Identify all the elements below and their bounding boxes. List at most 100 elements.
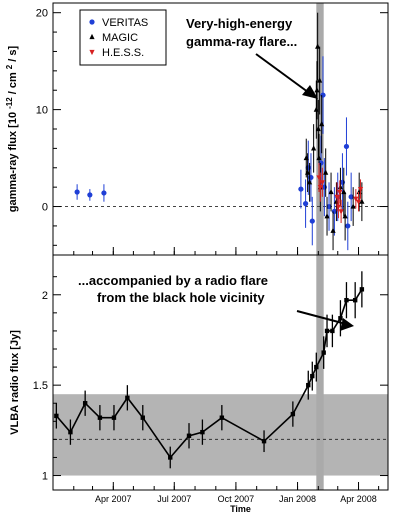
- magic-point-1: [305, 169, 311, 175]
- legend-hess-marker: [89, 49, 95, 56]
- magic-point-2: [307, 179, 313, 185]
- bottom-bands-group: [53, 255, 388, 490]
- top-flare-band-group: [316, 3, 324, 255]
- top-ylabel-base: gamma-ray flux [10: [7, 109, 19, 212]
- bottom-x-ticks-group: Apr 2007 Jul 2007 Oct 2007 Jan 2008 Apr 2008: [52, 482, 380, 504]
- magic-point-16: [333, 198, 340, 204]
- bottom-xtick-label-2: Oct 2007: [218, 494, 255, 504]
- bottom-annotation-arrowhead: [340, 318, 354, 331]
- veritas-point-16: [345, 223, 351, 229]
- top-ytick-label-1: 10: [36, 105, 48, 117]
- bottom-panel-frame: [52, 254, 389, 491]
- radio-point-3: [97, 415, 103, 420]
- magic-point-7: [315, 125, 321, 132]
- magic-point-3: [311, 145, 317, 151]
- top-annotation: Very-high-energy gamma-ray flare...: [186, 16, 318, 99]
- top-annotation-arrowhead: [302, 85, 318, 99]
- top-panel: 0 10 20 gamma-ray flux [10 -12 / cm 2 / s]…: [5, 2, 389, 256]
- bottom-panel: 11.52 Apr 2007 Jul 2007 Oct 2007 Jan 2008 Ap…: [9, 254, 389, 514]
- bottom-annotation-line-1: ...accompanied by a radio flare: [78, 273, 268, 288]
- hess-point-1: [317, 185, 323, 191]
- bottom-ytick-label-0: 1: [42, 471, 48, 483]
- hess-point-2: [319, 180, 325, 186]
- legend-magic-label: MAGIC: [102, 32, 138, 44]
- top-data-points-group: [74, 12, 365, 251]
- legend-veritas-marker: [89, 19, 95, 25]
- top-annotation-line-2: gamma-ray flare...: [186, 34, 297, 49]
- top-ytick-label-2: 20: [36, 8, 48, 20]
- veritas-point-7: [309, 218, 315, 224]
- hess-point-9: [357, 186, 364, 193]
- radio-point-8: [186, 433, 192, 438]
- hess-point-7: [353, 196, 359, 202]
- magic-point-12: [323, 169, 329, 175]
- magic-point-9: [317, 77, 323, 83]
- magic-point-19: [342, 213, 348, 219]
- legend-entries: VERITAS MAGIC H.E.S.S.: [89, 17, 148, 59]
- magic-point-14: [328, 188, 334, 195]
- magic-point-22: [359, 198, 365, 204]
- top-ytick-label-0: 0: [42, 202, 48, 214]
- magic-point-11: [319, 121, 325, 127]
- radio-point-13: [306, 382, 311, 388]
- radio-point-18: [330, 328, 335, 334]
- top-ylabel-mid: / cm: [7, 69, 19, 97]
- radio-baseline-band: [53, 394, 388, 476]
- veritas-point-17: [348, 194, 354, 200]
- radio-point-15: [314, 364, 319, 370]
- bottom-xtick-label-1: Jul 2007: [157, 494, 191, 504]
- radio-point-10: [219, 415, 225, 420]
- radio-point-9: [200, 429, 205, 435]
- legend: VERITAS MAGIC H.E.S.S.: [79, 9, 167, 66]
- top-ylabel-exp: -12: [5, 97, 14, 109]
- veritas-point-8: [318, 160, 324, 166]
- magic-point-6: [315, 43, 321, 49]
- hess-point-5: [337, 189, 343, 196]
- bottom-xtick-label-3: Jan 2008: [279, 494, 316, 504]
- radio-point-16: [321, 350, 326, 355]
- radio-point-12: [290, 411, 296, 417]
- veritas-point-15: [343, 143, 350, 150]
- bottom-ytick-label-2: 2: [42, 290, 48, 302]
- veritas-point-4: [302, 201, 309, 207]
- radio-point-22: [359, 287, 365, 292]
- radio-point-7: [168, 455, 173, 460]
- radio-point-6: [140, 415, 145, 420]
- magic-point-20: [350, 203, 356, 209]
- radio-point-0: [54, 413, 59, 419]
- top-flare-band: [316, 3, 324, 255]
- bottom-y-axis-label: VLBA radio flux [Jy]: [9, 330, 21, 435]
- top-y-ticks-group: 0 10 20: [36, 8, 388, 246]
- bottom-y-ticks-group: 11.52: [33, 276, 388, 483]
- veritas-point-0: [74, 189, 80, 195]
- top-annotation-line-1: Very-high-energy: [186, 16, 293, 31]
- radio-point-17: [324, 328, 330, 334]
- radio-point-5: [125, 395, 130, 401]
- bottom-xtick-label-0: Apr 2007: [95, 494, 132, 504]
- bottom-xtick-label-4: Apr 2008: [340, 494, 377, 504]
- radio-point-21: [352, 297, 358, 303]
- veritas-point-2: [101, 190, 107, 196]
- top-x-ticks-group: [52, 247, 380, 255]
- top-annotation-arrow: [255, 53, 313, 96]
- bottom-ytick-label-1: 1.5: [33, 380, 48, 392]
- legend-veritas-label: VERITAS: [102, 17, 148, 29]
- veritas-point-3: [298, 186, 304, 192]
- legend-box: [79, 9, 167, 66]
- magic-point-13: [324, 213, 330, 219]
- radio-point-2: [82, 401, 88, 406]
- radio-point-14: [310, 373, 315, 379]
- hess-point-4: [335, 204, 342, 210]
- bottom-annotation: ...accompanied by a radio flare from the…: [78, 273, 354, 331]
- magic-point-4: [313, 106, 319, 112]
- veritas-point-1: [87, 192, 93, 198]
- top-ylabel-tail: / s]: [7, 45, 19, 64]
- hess-point-6: [338, 209, 344, 215]
- veritas-point-11: [326, 203, 332, 210]
- bottom-annotation-arrow: [296, 310, 347, 325]
- magic-point-5: [314, 87, 320, 93]
- legend-hess-label: H.E.S.S.: [102, 47, 144, 59]
- top-y-axis-label: gamma-ray flux [10 -12 / cm 2 / s]: [5, 45, 19, 212]
